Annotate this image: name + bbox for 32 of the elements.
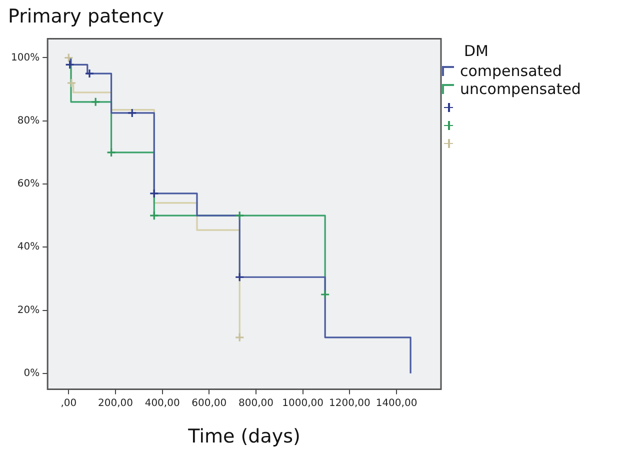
y-tick-label: 40% <box>17 242 40 253</box>
chart-title: Primary patency <box>8 5 164 28</box>
y-tick-label: 100% <box>10 52 40 64</box>
point <box>66 78 76 88</box>
point <box>64 52 74 63</box>
y-tick-label: 20% <box>17 304 40 316</box>
point <box>65 60 75 70</box>
x-tick-label: 400,00 <box>144 398 180 409</box>
x-tick-label: 200,00 <box>98 398 133 409</box>
x-tick-label: 600,00 <box>192 398 227 409</box>
point <box>90 97 100 107</box>
x-tick-label: 1400,00 <box>376 398 418 409</box>
point <box>320 290 330 300</box>
legend-label: uncompensated <box>460 80 581 98</box>
point <box>234 272 244 282</box>
x-tick-label: 1200,00 <box>328 398 370 409</box>
point <box>84 68 94 78</box>
legend-title: DM <box>464 42 490 60</box>
y-tick-label: 60% <box>17 178 40 190</box>
x-tick-label: 800,00 <box>238 398 274 409</box>
point <box>234 332 244 342</box>
x-axis-title: Time (days) <box>187 426 300 448</box>
point <box>106 148 116 158</box>
y-tick-label: 80% <box>17 115 40 126</box>
point <box>234 210 244 220</box>
legend-label: compensated <box>460 62 562 80</box>
x-tick-label: ,00 <box>60 398 77 409</box>
y-tick-label: 0% <box>24 368 40 380</box>
point <box>127 108 137 118</box>
point <box>149 188 159 198</box>
point <box>149 210 159 220</box>
x-tick-label: 1000,00 <box>282 398 324 409</box>
